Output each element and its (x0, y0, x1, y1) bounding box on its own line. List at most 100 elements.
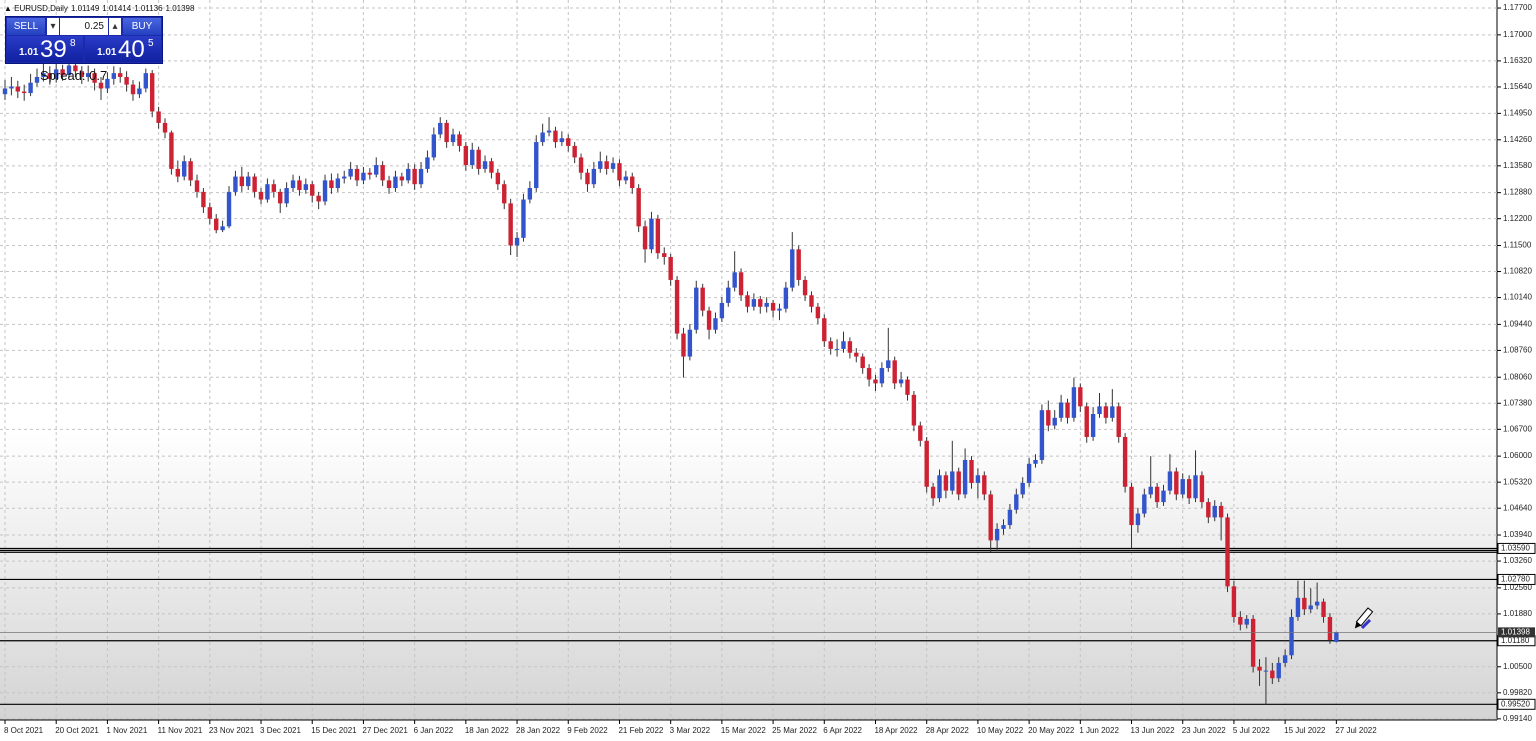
candle-body (508, 203, 513, 246)
candle-body (239, 176, 245, 187)
candle-body (246, 176, 251, 187)
price-axis (1497, 0, 1536, 741)
candle-body (303, 184, 309, 190)
y-tick-label: 1.15640 (1503, 82, 1532, 91)
candle-body (559, 138, 565, 143)
candle-body (1097, 406, 1102, 414)
candle-body (1033, 459, 1038, 464)
candle-body (1199, 475, 1205, 503)
candle-body (335, 178, 341, 189)
candle-body (546, 130, 552, 133)
candle-body (796, 249, 801, 280)
chart-header: ▲ EURUSD,Daily 1.01149 1.01414 1.01136 1.013… (4, 4, 195, 13)
candle-body (137, 88, 142, 95)
y-tick-label: 0.99140 (1503, 714, 1532, 723)
x-tick-label: 23 Jun 2022 (1182, 726, 1227, 735)
candle-body (847, 341, 853, 353)
x-tick-label: 6 Jan 2022 (414, 726, 454, 735)
candle-body (943, 475, 949, 491)
candle-body (854, 352, 859, 357)
level-label-box (1497, 542, 1536, 554)
lot-up[interactable]: ▴ (109, 18, 121, 35)
x-tick-label: 23 Nov 2021 (209, 726, 255, 735)
candle-body (687, 329, 693, 357)
x-tick-label: 6 Apr 2022 (823, 726, 862, 735)
candle-body (1180, 479, 1185, 495)
y-tick-label: 1.06000 (1503, 451, 1532, 460)
candle-body (502, 184, 507, 204)
candle-body (1078, 387, 1083, 407)
candle-body (534, 142, 539, 189)
y-tick-label: 0.99820 (1503, 688, 1532, 697)
ask-frac: 5 (148, 38, 154, 49)
y-tick-label: 1.06700 (1503, 424, 1532, 433)
candle-body (450, 134, 456, 143)
candle-body (758, 299, 763, 307)
candle-body (674, 279, 680, 334)
y-tick-label: 1.12200 (1503, 214, 1532, 223)
candle-body (386, 180, 392, 189)
y-tick-label: 1.14260 (1503, 135, 1532, 144)
candle-body (207, 207, 213, 219)
candle-body (604, 161, 609, 169)
x-tick-label: 25 Mar 2022 (772, 726, 817, 735)
candle-body (982, 475, 987, 495)
candle-body (886, 360, 891, 369)
ask-box[interactable]: 1.01 40 5 (85, 36, 161, 63)
candle-body (892, 360, 897, 384)
candle-body (924, 440, 929, 487)
y-tick-label: 1.17000 (1503, 30, 1532, 39)
candle-body (540, 132, 545, 143)
candle-body (284, 188, 289, 204)
plot-area (0, 0, 1497, 720)
candle-body (41, 73, 46, 77)
x-tick-label: 8 Oct 2021 (4, 726, 44, 735)
candle-body (1167, 471, 1173, 491)
sell-button[interactable]: SELL (7, 18, 45, 35)
candle-body (1148, 486, 1153, 495)
ask-pips: 40 (118, 36, 145, 63)
candle-body (233, 176, 238, 192)
candle-body (374, 165, 379, 175)
candle-body (60, 69, 65, 76)
candle-body (201, 191, 206, 208)
candle-body (316, 195, 321, 202)
high: 1.01414 (102, 4, 132, 13)
x-tick-label: 27 Jul 2022 (1335, 726, 1377, 735)
candle-body (399, 176, 405, 181)
candle-body (1238, 616, 1243, 625)
pencil-cursor (1354, 607, 1374, 629)
candle-body (1142, 494, 1147, 514)
candle-body (1026, 463, 1032, 483)
lot-field[interactable]: 0.25 (60, 18, 108, 35)
candle-body (527, 188, 533, 200)
candle-body (1334, 632, 1339, 642)
low: 1.01136 (134, 4, 163, 13)
y-tick-label: 1.11500 (1503, 241, 1532, 250)
candle-body (994, 528, 1000, 541)
candle-body (28, 82, 33, 94)
x-tick-label: 1 Nov 2021 (106, 726, 147, 735)
candle-body (630, 176, 635, 189)
candle-body (1302, 597, 1307, 610)
candle-body (367, 172, 373, 175)
candle-body (1020, 482, 1025, 495)
candle-body (802, 279, 808, 296)
bid-label: 1.01398 (1501, 627, 1530, 636)
candle-body (444, 122, 449, 143)
candle-body (354, 168, 360, 181)
candle-body (649, 218, 654, 250)
y-tick-label: 1.07380 (1503, 398, 1532, 407)
y-tick-label: 1.03940 (1503, 530, 1532, 539)
lot-down[interactable]: ▾ (47, 18, 59, 35)
y-tick-label: 1.04640 (1503, 503, 1532, 512)
y-tick-label: 1.00500 (1503, 662, 1532, 671)
candle-body (438, 122, 443, 135)
candle-body (406, 168, 411, 181)
bid-box[interactable]: 1.01 39 8 (7, 36, 83, 63)
level-label-box (1497, 698, 1536, 710)
candle-body (1174, 471, 1179, 495)
candle-body (918, 425, 923, 441)
buy-button[interactable]: BUY (123, 18, 161, 35)
